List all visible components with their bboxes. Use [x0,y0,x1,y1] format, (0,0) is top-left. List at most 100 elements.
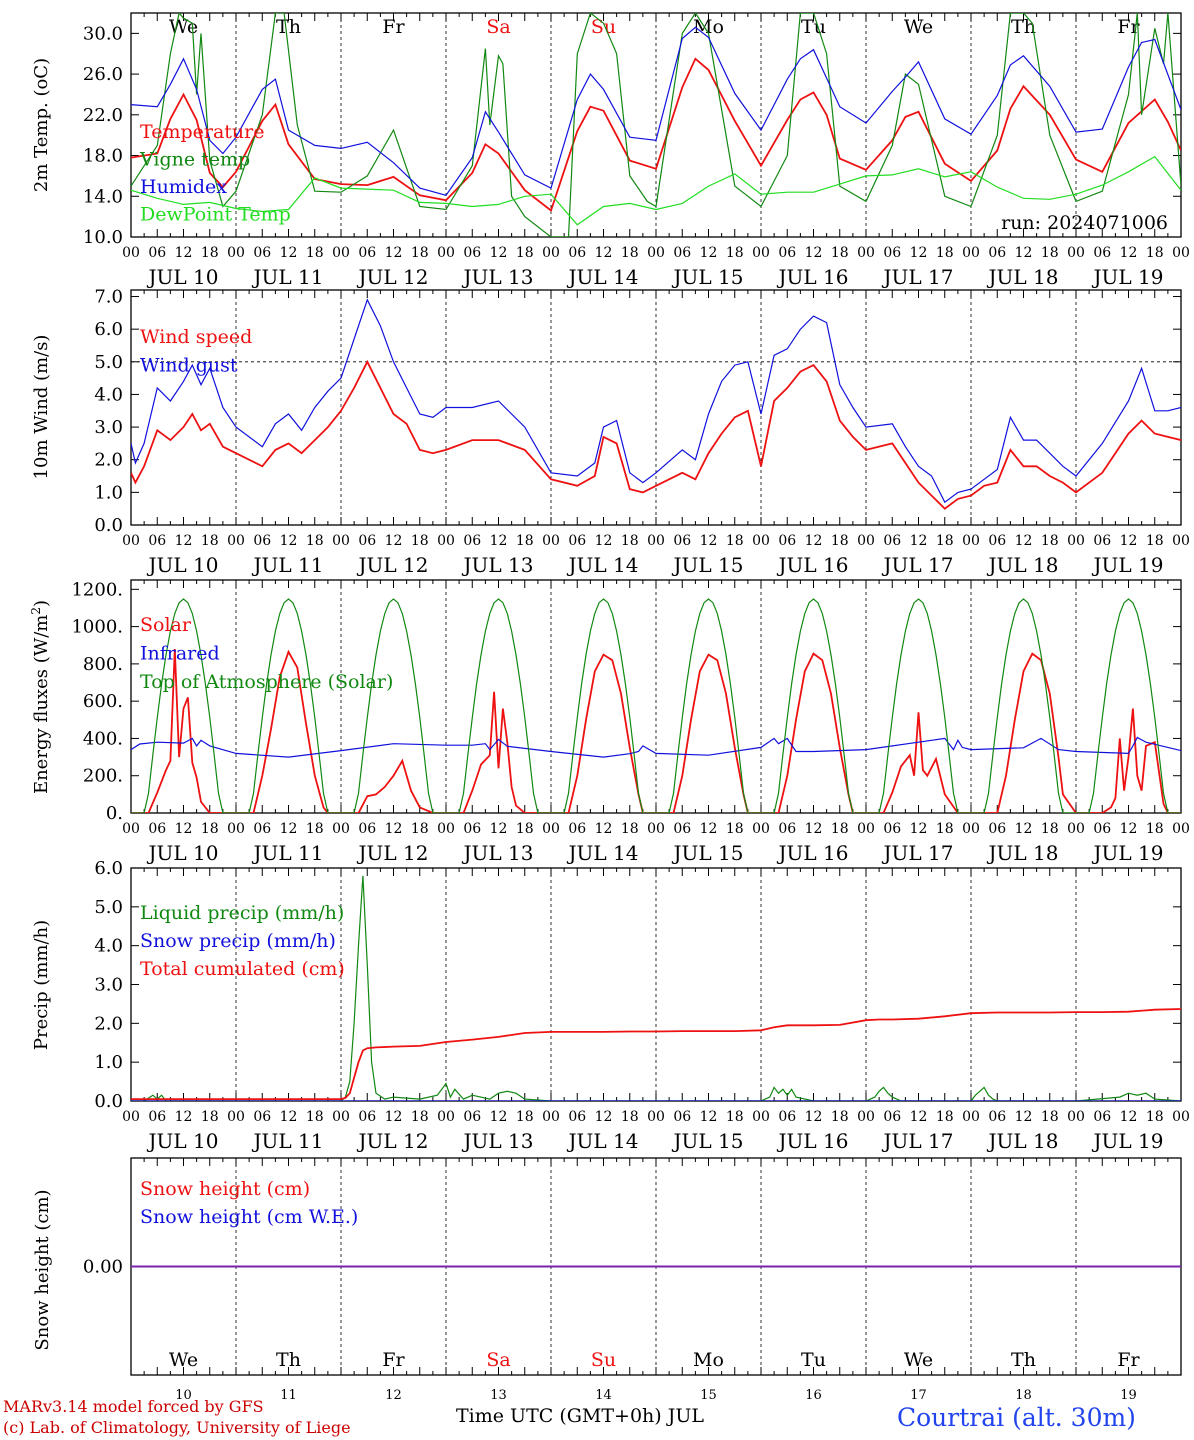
hour-tick-label: 00 [962,1109,980,1125]
hour-tick-label: 18 [726,245,744,261]
hour-tick-label: 12 [1120,1109,1138,1125]
y-axis-label: 10m Wind (m/s) [31,335,52,480]
legend-entry: Temperature [140,121,264,143]
date-label: JUL 10 [147,841,219,865]
hour-tick-label: 12 [1120,533,1138,549]
series-humidex [131,26,1181,196]
run-annotation: run: 2024071006 [1001,212,1168,234]
date-label: JUL 19 [1092,553,1164,577]
hour-tick-label: 06 [568,1109,586,1125]
day-name: Fr [382,1349,405,1371]
date-label: JUL 11 [252,841,324,865]
y-tick-label: 3.0 [94,975,123,996]
y-tick-label: 22.0 [83,105,123,126]
date-label: JUL 17 [882,841,954,865]
day-name: We [904,16,933,38]
hour-tick-label: 06 [1093,1109,1111,1125]
series-infrared [131,736,1181,758]
legend-entry: Solar [140,614,192,636]
hour-tick-label: 00 [542,1109,560,1125]
hour-tick-label: 00 [857,821,875,837]
day-number: 18 [1015,1388,1032,1403]
y-tick-label: 5.0 [94,897,123,918]
hour-tick-label: 18 [621,245,639,261]
date-label: JUL 12 [357,265,429,289]
legend-entry: Infrared [140,643,220,665]
y-tick-label: 14.0 [83,186,123,207]
hour-tick-label: 00 [1172,821,1190,837]
day-name: Su [591,1349,616,1371]
day-name: Su [591,16,616,38]
hour-tick-label: 06 [988,245,1006,261]
hour-tick-label: 12 [910,245,928,261]
panel-5: 0.00 We 10 Th 11 Fr 12 Sa 13 Su 14 Mo 15 Tu 16 We 17 Th 18… [83,1157,1182,1403]
date-label: JUL 11 [252,1129,324,1153]
hour-tick-label: 18 [201,821,219,837]
hour-tick-label: 00 [752,1109,770,1125]
date-label: JUL 12 [357,841,429,865]
hour-tick-label: 06 [358,533,376,549]
hour-tick-label: 12 [490,245,508,261]
hour-tick-label: 18 [936,245,954,261]
day-number: 13 [490,1388,507,1403]
day-name: Tu [801,16,826,38]
date-label: JUL 10 [147,553,219,577]
y-axis-label: Energy fluxes (W/m2) [29,600,52,794]
y-tick-label: 1000. [71,617,123,638]
hour-tick-label: 00 [542,245,560,261]
legend-entry: Snow height (cm W.E.) [140,1206,358,1228]
hour-tick-label: 06 [148,533,166,549]
y-tick-label: 6.0 [94,319,123,340]
hour-tick-label: 12 [175,821,193,837]
hour-tick-label: 12 [700,1109,718,1125]
y-tick-label: 2.0 [94,450,123,471]
y-tick-label: 4.0 [94,384,123,405]
legend-entry: DewPoint Temp [140,204,291,226]
panel-2: 0.0 1.0 2.0 3.0 4.0 5.0 6.0 7.0 00 06 12 18 JUL 10 00… [94,287,1190,577]
panel-series-group [131,875,1181,1101]
hour-tick-label: 12 [490,533,508,549]
date-label: JUL 17 [882,553,954,577]
panel-4: 0.0 1.0 2.0 3.0 4.0 5.0 6.0 00 06 12 18 JUL 10 00 06 1… [94,858,1190,1153]
hour-tick-label: 00 [542,821,560,837]
day-name: We [169,16,198,38]
legend-entry: Snow height (cm) [140,1178,310,1200]
date-label: JUL 11 [252,553,324,577]
date-label: JUL 14 [567,265,639,289]
date-label: JUL 13 [462,841,534,865]
hour-tick-label: 12 [1015,1109,1033,1125]
hour-tick-label: 12 [385,821,403,837]
series-solar [131,648,1181,813]
hour-tick-label: 00 [332,1109,350,1125]
hour-tick-label: 18 [936,533,954,549]
hour-tick-label: 00 [857,533,875,549]
y-axis-label: 2m Temp. (oC) [31,58,52,192]
y-tick-label: 400. [83,728,123,749]
date-label: JUL 16 [777,553,849,577]
y-tick-label: 600. [83,691,123,712]
hour-tick-label: 06 [778,821,796,837]
day-name: Th [1011,1349,1036,1371]
hour-tick-label: 00 [227,245,245,261]
date-label: JUL 16 [777,1129,849,1153]
series-temperature [131,57,1181,212]
day-number: 11 [280,1388,297,1403]
hour-tick-label: 06 [883,1109,901,1125]
hour-tick-label: 12 [700,821,718,837]
day-number: 17 [910,1388,927,1403]
hour-tick-label: 12 [280,245,298,261]
hour-tick-label: 06 [148,821,166,837]
hour-tick-label: 18 [1146,1109,1164,1125]
model-credit: MARv3.14 model forced by GFS [3,1397,264,1416]
legend-entry: Liquid precip (mm/h) [140,902,344,924]
hour-tick-label: 00 [437,245,455,261]
hour-tick-label: 18 [621,533,639,549]
legend-entry: Vigne temp [139,149,250,171]
day-name: Th [276,16,301,38]
hour-tick-label: 18 [831,821,849,837]
hour-tick-label: 12 [385,1109,403,1125]
hour-tick-label: 00 [752,821,770,837]
day-number: 10 [175,1388,192,1403]
y-tick-label: 26.0 [83,64,123,85]
hour-tick-label: 12 [175,1109,193,1125]
